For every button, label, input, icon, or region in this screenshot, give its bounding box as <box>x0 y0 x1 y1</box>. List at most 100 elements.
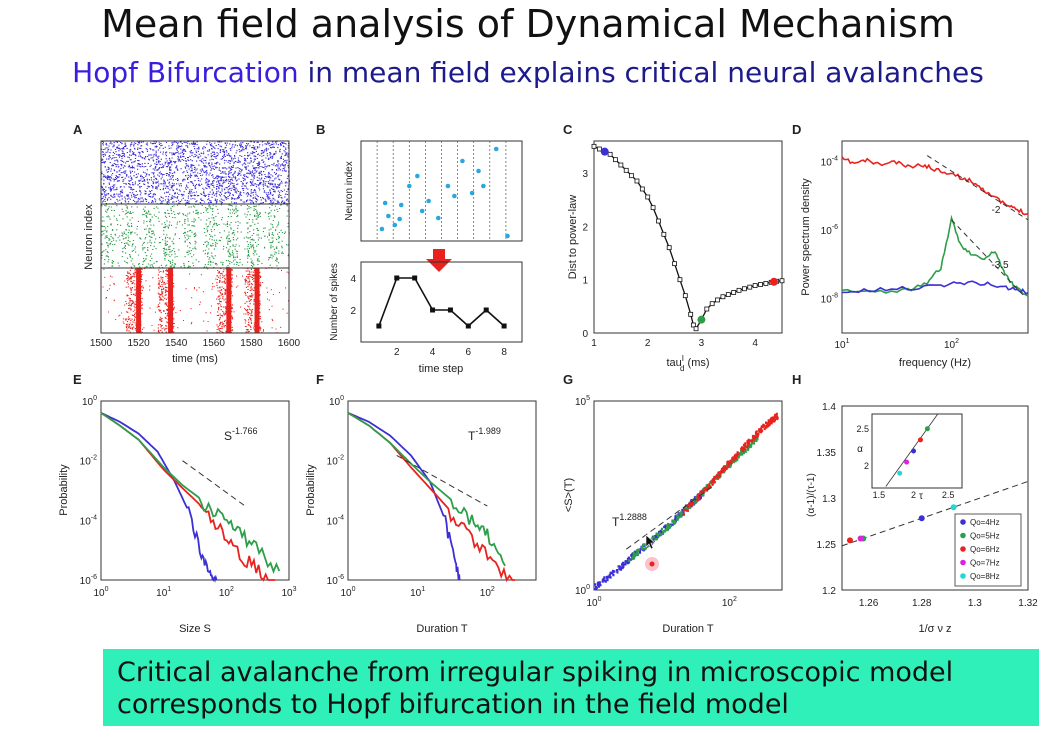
spike-count-marker <box>483 307 489 313</box>
inset-y-tick: 2.5 <box>856 424 869 434</box>
spike-dot <box>469 190 475 196</box>
x-tick-label: 2 <box>394 347 400 358</box>
legend-marker <box>960 532 966 539</box>
x-tick-label: 102 <box>722 596 737 609</box>
panel-label-b: B <box>316 122 325 137</box>
x-tick-label: 102 <box>219 586 234 599</box>
panel-label-a: A <box>73 122 83 137</box>
x-tick-label: 4 <box>430 347 436 358</box>
power-law-annotation: S-1.766 <box>224 426 258 443</box>
spike-dot <box>493 146 499 152</box>
distance-marker <box>725 292 731 298</box>
figure-panels: A 1500 1520 1540 1560 1580 1600 time (ms) Neuron… <box>58 122 1038 635</box>
distance-marker <box>690 322 696 328</box>
power-law-annotation: T-1.989 <box>468 426 501 443</box>
distance-marker <box>752 283 758 288</box>
spike-count-marker <box>447 307 453 313</box>
exponent-point <box>846 537 853 544</box>
y-axis-label: Dist to power-law <box>567 195 579 279</box>
y-tick-label: 10-2 <box>327 455 344 468</box>
x-tick-label: 6 <box>466 347 472 358</box>
panel-label-c: C <box>563 122 573 137</box>
inset-point <box>897 470 903 476</box>
highlight-dot <box>769 277 778 286</box>
x-axis-label: 1/σ ν z <box>918 623 951 635</box>
x-tick-label: 1.3 <box>968 598 982 609</box>
cursor-arrow-icon <box>645 534 656 550</box>
x-axis-label: Duration T <box>416 623 467 635</box>
distance-marker <box>731 290 737 295</box>
y-tick-label: 10-8 <box>821 293 838 306</box>
y-tick-label: 100 <box>82 395 97 408</box>
y-tick-label: 10-6 <box>80 574 97 587</box>
distance-marker <box>715 297 720 303</box>
slope-label: -2 <box>992 205 1001 216</box>
inset-x-label: τ <box>919 491 923 502</box>
x-tick-label: 103 <box>281 586 296 599</box>
panel-label-f: F <box>316 372 324 387</box>
y-tick-label: 10-2 <box>80 455 97 468</box>
raster-burst <box>254 268 260 333</box>
distribution-series-3 <box>347 412 506 567</box>
distance-marker <box>763 280 769 286</box>
panel-label-d: D <box>792 122 801 137</box>
y-axis-label: Number of spikes <box>329 263 340 341</box>
banner-line-2: corresponds to Hopf bifurcation in the f… <box>117 689 789 720</box>
conclusion-banner: Critical avalanche from irregular spikin… <box>103 649 1039 726</box>
distance-marker <box>623 167 629 173</box>
y-tick-label: 4 <box>350 274 356 285</box>
spike-dot <box>435 215 441 221</box>
raster-burst <box>168 268 174 333</box>
x-tick-label: 101 <box>156 586 171 599</box>
inset-point <box>917 437 923 443</box>
cursor-dot <box>649 561 655 567</box>
distance-marker <box>758 282 763 287</box>
distance-marker <box>779 278 785 284</box>
distance-marker <box>591 143 597 149</box>
inset-y-label: α <box>857 444 863 455</box>
slide-title: Mean field analysis of Dynamical Mechani… <box>101 2 955 46</box>
x-axis-label: frequency (Hz) <box>899 357 971 369</box>
x-tick-label: 102 <box>480 586 495 599</box>
y-axis-label: <S>(T) <box>563 478 575 512</box>
y-tick-label: 10-6 <box>821 224 838 237</box>
distance-marker <box>666 245 672 251</box>
spike-dot <box>445 183 451 189</box>
distance-marker <box>661 231 667 237</box>
distance-marker <box>596 146 602 152</box>
x-tick-label: 8 <box>501 347 507 358</box>
inset-y-tick: 2 <box>864 461 869 471</box>
power-law-guide <box>396 454 488 507</box>
x-tick-label: 1.32 <box>1018 598 1038 609</box>
y-tick-label: 2 <box>350 306 356 317</box>
raster-band-1 <box>101 140 291 205</box>
psd-series-2 <box>841 214 1029 297</box>
distance-marker <box>629 173 634 179</box>
subtitle-highlight: Hopf Bifurcation <box>72 56 299 89</box>
distance-marker <box>736 287 742 293</box>
highlight-dot <box>600 147 609 156</box>
distance-marker <box>607 151 613 157</box>
y-axis-label: (α-1)/(τ-1) <box>806 473 817 517</box>
distance-marker <box>618 162 624 168</box>
panel-label-g: G <box>563 372 573 387</box>
legend-label: Qo=6Hz <box>970 545 1000 554</box>
y-tick-label: 10-4 <box>821 156 838 169</box>
legend-label: Qo=5Hz <box>970 532 1000 541</box>
fit-line <box>841 480 1029 547</box>
x-tick-label: 3 <box>699 338 705 349</box>
y-tick-label: 1.4 <box>822 402 836 413</box>
panel-c-frame <box>593 140 783 334</box>
x-tick-label: 1600 <box>278 338 301 349</box>
legend-marker <box>960 546 966 552</box>
spike-dot <box>386 213 391 219</box>
y-tick-label: 1 <box>582 276 588 287</box>
y-tick-label: 10-4 <box>327 514 344 527</box>
inset-point <box>924 426 930 432</box>
y-tick-label: 1.25 <box>817 540 837 551</box>
y-tick-label: 10-4 <box>80 514 97 527</box>
slide-subtitle: Hopf Bifurcation in mean field explains … <box>0 56 1056 89</box>
spike-dot <box>426 198 431 204</box>
panel-label-e: E <box>73 372 82 387</box>
legend-label: Qo=4Hz <box>970 518 1000 527</box>
